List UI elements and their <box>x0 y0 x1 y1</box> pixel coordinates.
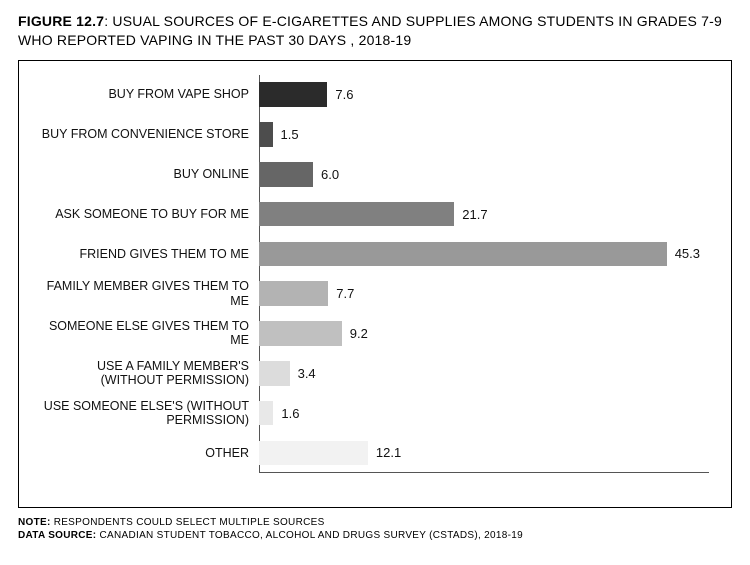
chart-row: USE A FAMILY MEMBER'S (WITHOUT PERMISSIO… <box>33 353 709 393</box>
category-label: USE SOMEONE ELSE'S (WITHOUT PERMISSION) <box>33 399 259 428</box>
source-text: CANADIAN STUDENT TOBACCO, ALCOHOL AND DR… <box>96 530 523 541</box>
category-label: BUY FROM VAPE SHOP <box>33 87 259 101</box>
bar-cell: 45.3 <box>259 234 709 274</box>
chart-row: FRIEND GIVES THEM TO ME 45.3 <box>33 234 709 274</box>
figure-title-text: : USUAL SOURCES OF E-CIGARETTES AND SUPP… <box>18 13 722 48</box>
bar <box>259 441 368 466</box>
category-label: BUY FROM CONVENIENCE STORE <box>33 127 259 141</box>
bar <box>259 242 667 267</box>
bar-cell: 1.6 <box>259 393 709 433</box>
chart-row: SOMEONE ELSE GIVES THEM TO ME 9.2 <box>33 314 709 354</box>
value-label: 7.6 <box>335 87 353 102</box>
bar-cell: 7.7 <box>259 274 709 314</box>
bar-cell: 6.0 <box>259 154 709 194</box>
category-label: BUY ONLINE <box>33 167 259 181</box>
bar-cell: 1.5 <box>259 115 709 155</box>
value-label: 7.7 <box>336 286 354 301</box>
bar <box>259 281 328 306</box>
chart-rows: BUY FROM VAPE SHOP 7.6 BUY FROM CONVENIENC… <box>33 75 709 473</box>
chart-frame: BUY FROM VAPE SHOP 7.6 BUY FROM CONVENIENC… <box>18 60 732 508</box>
category-label: OTHER <box>33 446 259 460</box>
chart-row: FAMILY MEMBER GIVES THEM TO ME 7.7 <box>33 274 709 314</box>
value-label: 12.1 <box>376 445 401 460</box>
value-label: 45.3 <box>675 246 700 261</box>
bar-cell: 21.7 <box>259 194 709 234</box>
value-label: 9.2 <box>350 326 368 341</box>
bar <box>259 202 454 227</box>
bar-cell: 7.6 <box>259 75 709 115</box>
category-label: FAMILY MEMBER GIVES THEM TO ME <box>33 279 259 308</box>
category-label: ASK SOMEONE TO BUY FOR ME <box>33 207 259 221</box>
value-label: 1.6 <box>281 406 299 421</box>
note-text: RESPONDENTS COULD SELECT MULTIPLE SOURCE… <box>51 517 325 528</box>
chart-footer: NOTE: RESPONDENTS COULD SELECT MULTIPLE … <box>18 516 732 543</box>
bar <box>259 82 327 107</box>
chart-row: BUY FROM CONVENIENCE STORE 1.5 <box>33 115 709 155</box>
value-label: 6.0 <box>321 167 339 182</box>
chart-row: BUY ONLINE 6.0 <box>33 154 709 194</box>
chart-title: FIGURE 12.7: USUAL SOURCES OF E-CIGARETT… <box>18 12 732 50</box>
bar-cell: 12.1 <box>259 433 709 473</box>
value-label: 21.7 <box>462 207 487 222</box>
bar <box>259 162 313 187</box>
bar-cell: 9.2 <box>259 314 709 354</box>
note-label: NOTE: <box>18 517 51 528</box>
bar-cell: 3.4 <box>259 353 709 393</box>
bar <box>259 401 273 426</box>
chart-row: USE SOMEONE ELSE'S (WITHOUT PERMISSION) 1… <box>33 393 709 433</box>
chart-row: OTHER 12.1 <box>33 433 709 473</box>
category-label: SOMEONE ELSE GIVES THEM TO ME <box>33 319 259 348</box>
bar <box>259 122 273 147</box>
figure-label: FIGURE 12.7 <box>18 13 104 29</box>
category-label: USE A FAMILY MEMBER'S (WITHOUT PERMISSIO… <box>33 359 259 388</box>
value-label: 1.5 <box>281 127 299 142</box>
bar <box>259 321 342 346</box>
chart-row: ASK SOMEONE TO BUY FOR ME 21.7 <box>33 194 709 234</box>
value-label: 3.4 <box>298 366 316 381</box>
source-label: DATA SOURCE: <box>18 530 96 541</box>
category-label: FRIEND GIVES THEM TO ME <box>33 247 259 261</box>
chart-row: BUY FROM VAPE SHOP 7.6 <box>33 75 709 115</box>
bar <box>259 361 290 386</box>
